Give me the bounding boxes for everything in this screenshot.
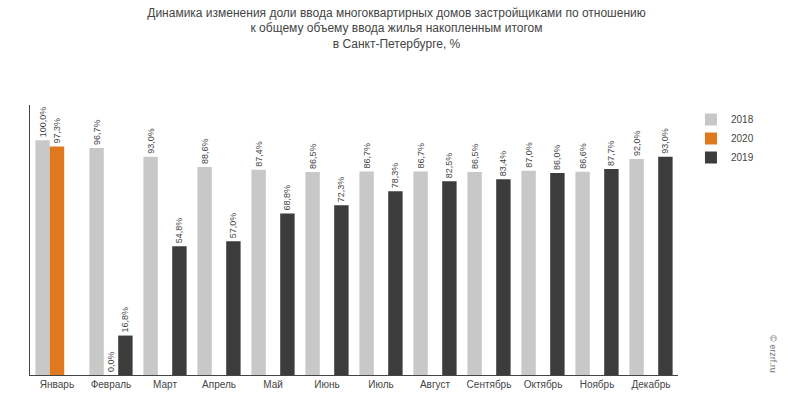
svg-text:Май: Май xyxy=(263,379,283,390)
svg-text:86,7%: 86,7% xyxy=(416,143,426,169)
svg-text:86,6%: 86,6% xyxy=(578,143,588,169)
svg-text:Ноябрь: Ноябрь xyxy=(580,379,615,390)
svg-text:68,8%: 68,8% xyxy=(282,185,292,211)
svg-text:93,0%: 93,0% xyxy=(146,128,156,154)
svg-text:100,0%: 100,0% xyxy=(38,107,48,138)
svg-text:78,3%: 78,3% xyxy=(390,163,400,189)
svg-text:96,7%: 96,7% xyxy=(92,119,102,145)
svg-text:2019: 2019 xyxy=(731,152,754,163)
svg-text:Март: Март xyxy=(153,379,177,390)
svg-text:87,7%: 87,7% xyxy=(606,141,616,167)
svg-text:Январь: Январь xyxy=(40,379,74,390)
svg-text:92,0%: 92,0% xyxy=(632,130,642,156)
svg-text:97,3%: 97,3% xyxy=(52,118,62,144)
svg-text:Июль: Июль xyxy=(368,379,394,390)
svg-text:2020: 2020 xyxy=(731,133,754,144)
svg-text:54,8%: 54,8% xyxy=(174,218,184,244)
svg-text:86,5%: 86,5% xyxy=(470,143,480,169)
svg-text:Февраль: Февраль xyxy=(91,379,132,390)
svg-text:86,7%: 86,7% xyxy=(362,143,372,169)
svg-text:Декабрь: Декабрь xyxy=(632,379,671,390)
svg-text:87,4%: 87,4% xyxy=(254,141,264,167)
svg-text:88,6%: 88,6% xyxy=(200,138,210,164)
svg-text:16,8%: 16,8% xyxy=(120,307,130,333)
svg-text:Апрель: Апрель xyxy=(202,379,236,390)
svg-text:© erzrf.ru: © erzrf.ru xyxy=(768,335,778,373)
svg-text:87,0%: 87,0% xyxy=(524,142,534,168)
svg-text:Сентябрь: Сентябрь xyxy=(467,379,512,390)
svg-text:Октябрь: Октябрь xyxy=(524,379,563,390)
svg-text:93,0%: 93,0% xyxy=(660,128,670,154)
svg-text:Июнь: Июнь xyxy=(314,379,339,390)
svg-text:57,0%: 57,0% xyxy=(228,213,238,239)
svg-text:Август: Август xyxy=(420,379,451,390)
svg-text:0,0%: 0,0% xyxy=(106,351,116,372)
svg-text:86,5%: 86,5% xyxy=(308,143,318,169)
svg-text:2018: 2018 xyxy=(731,114,754,125)
svg-text:86,0%: 86,0% xyxy=(552,145,562,171)
svg-text:72,3%: 72,3% xyxy=(336,177,346,203)
svg-text:Динамика изменения доли ввода: Динамика изменения доли ввода многокварт… xyxy=(147,6,645,51)
svg-text:83,4%: 83,4% xyxy=(498,151,508,177)
svg-text:82,5%: 82,5% xyxy=(444,153,454,179)
